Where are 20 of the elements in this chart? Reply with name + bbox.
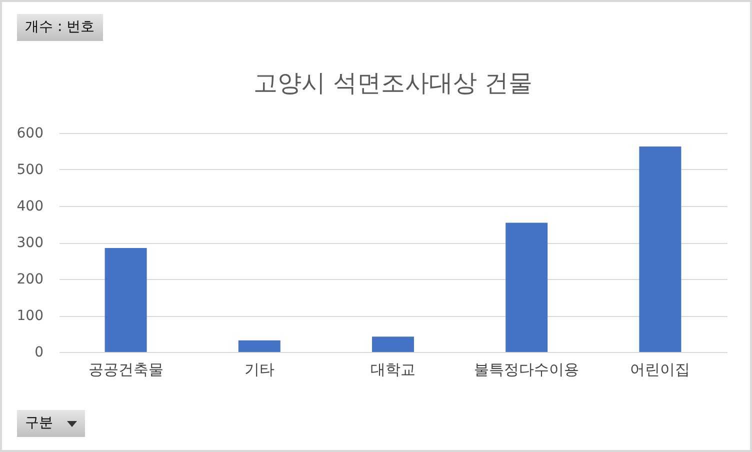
- x-tick-label: 불특정다수이용: [474, 360, 580, 378]
- y-tick-label: 500: [16, 162, 44, 178]
- y-tick-label: 300: [16, 235, 44, 251]
- text: 구분: [25, 414, 53, 433]
- x-tick-label: 어린이집: [630, 360, 690, 378]
- x-tick-label: 대학교: [370, 360, 416, 378]
- bar: [506, 222, 548, 352]
- y-tick-label: 200: [16, 272, 44, 288]
- x-tick-label: 공공건축물: [88, 360, 164, 378]
- chart-title: 고양시 석면조사대상 건물: [253, 69, 533, 97]
- y-tick-label: 600: [16, 126, 44, 142]
- bar: [104, 248, 147, 352]
- y-tick-label: 400: [16, 198, 44, 214]
- bar: [238, 340, 280, 352]
- x-tick-label: 기타: [244, 360, 274, 378]
- y-tick-label: 0: [34, 344, 44, 360]
- bar: [372, 336, 414, 352]
- y-tick-label: 100: [16, 308, 44, 324]
- bar: [639, 146, 682, 352]
- text: 개수 : 번호: [25, 18, 95, 37]
